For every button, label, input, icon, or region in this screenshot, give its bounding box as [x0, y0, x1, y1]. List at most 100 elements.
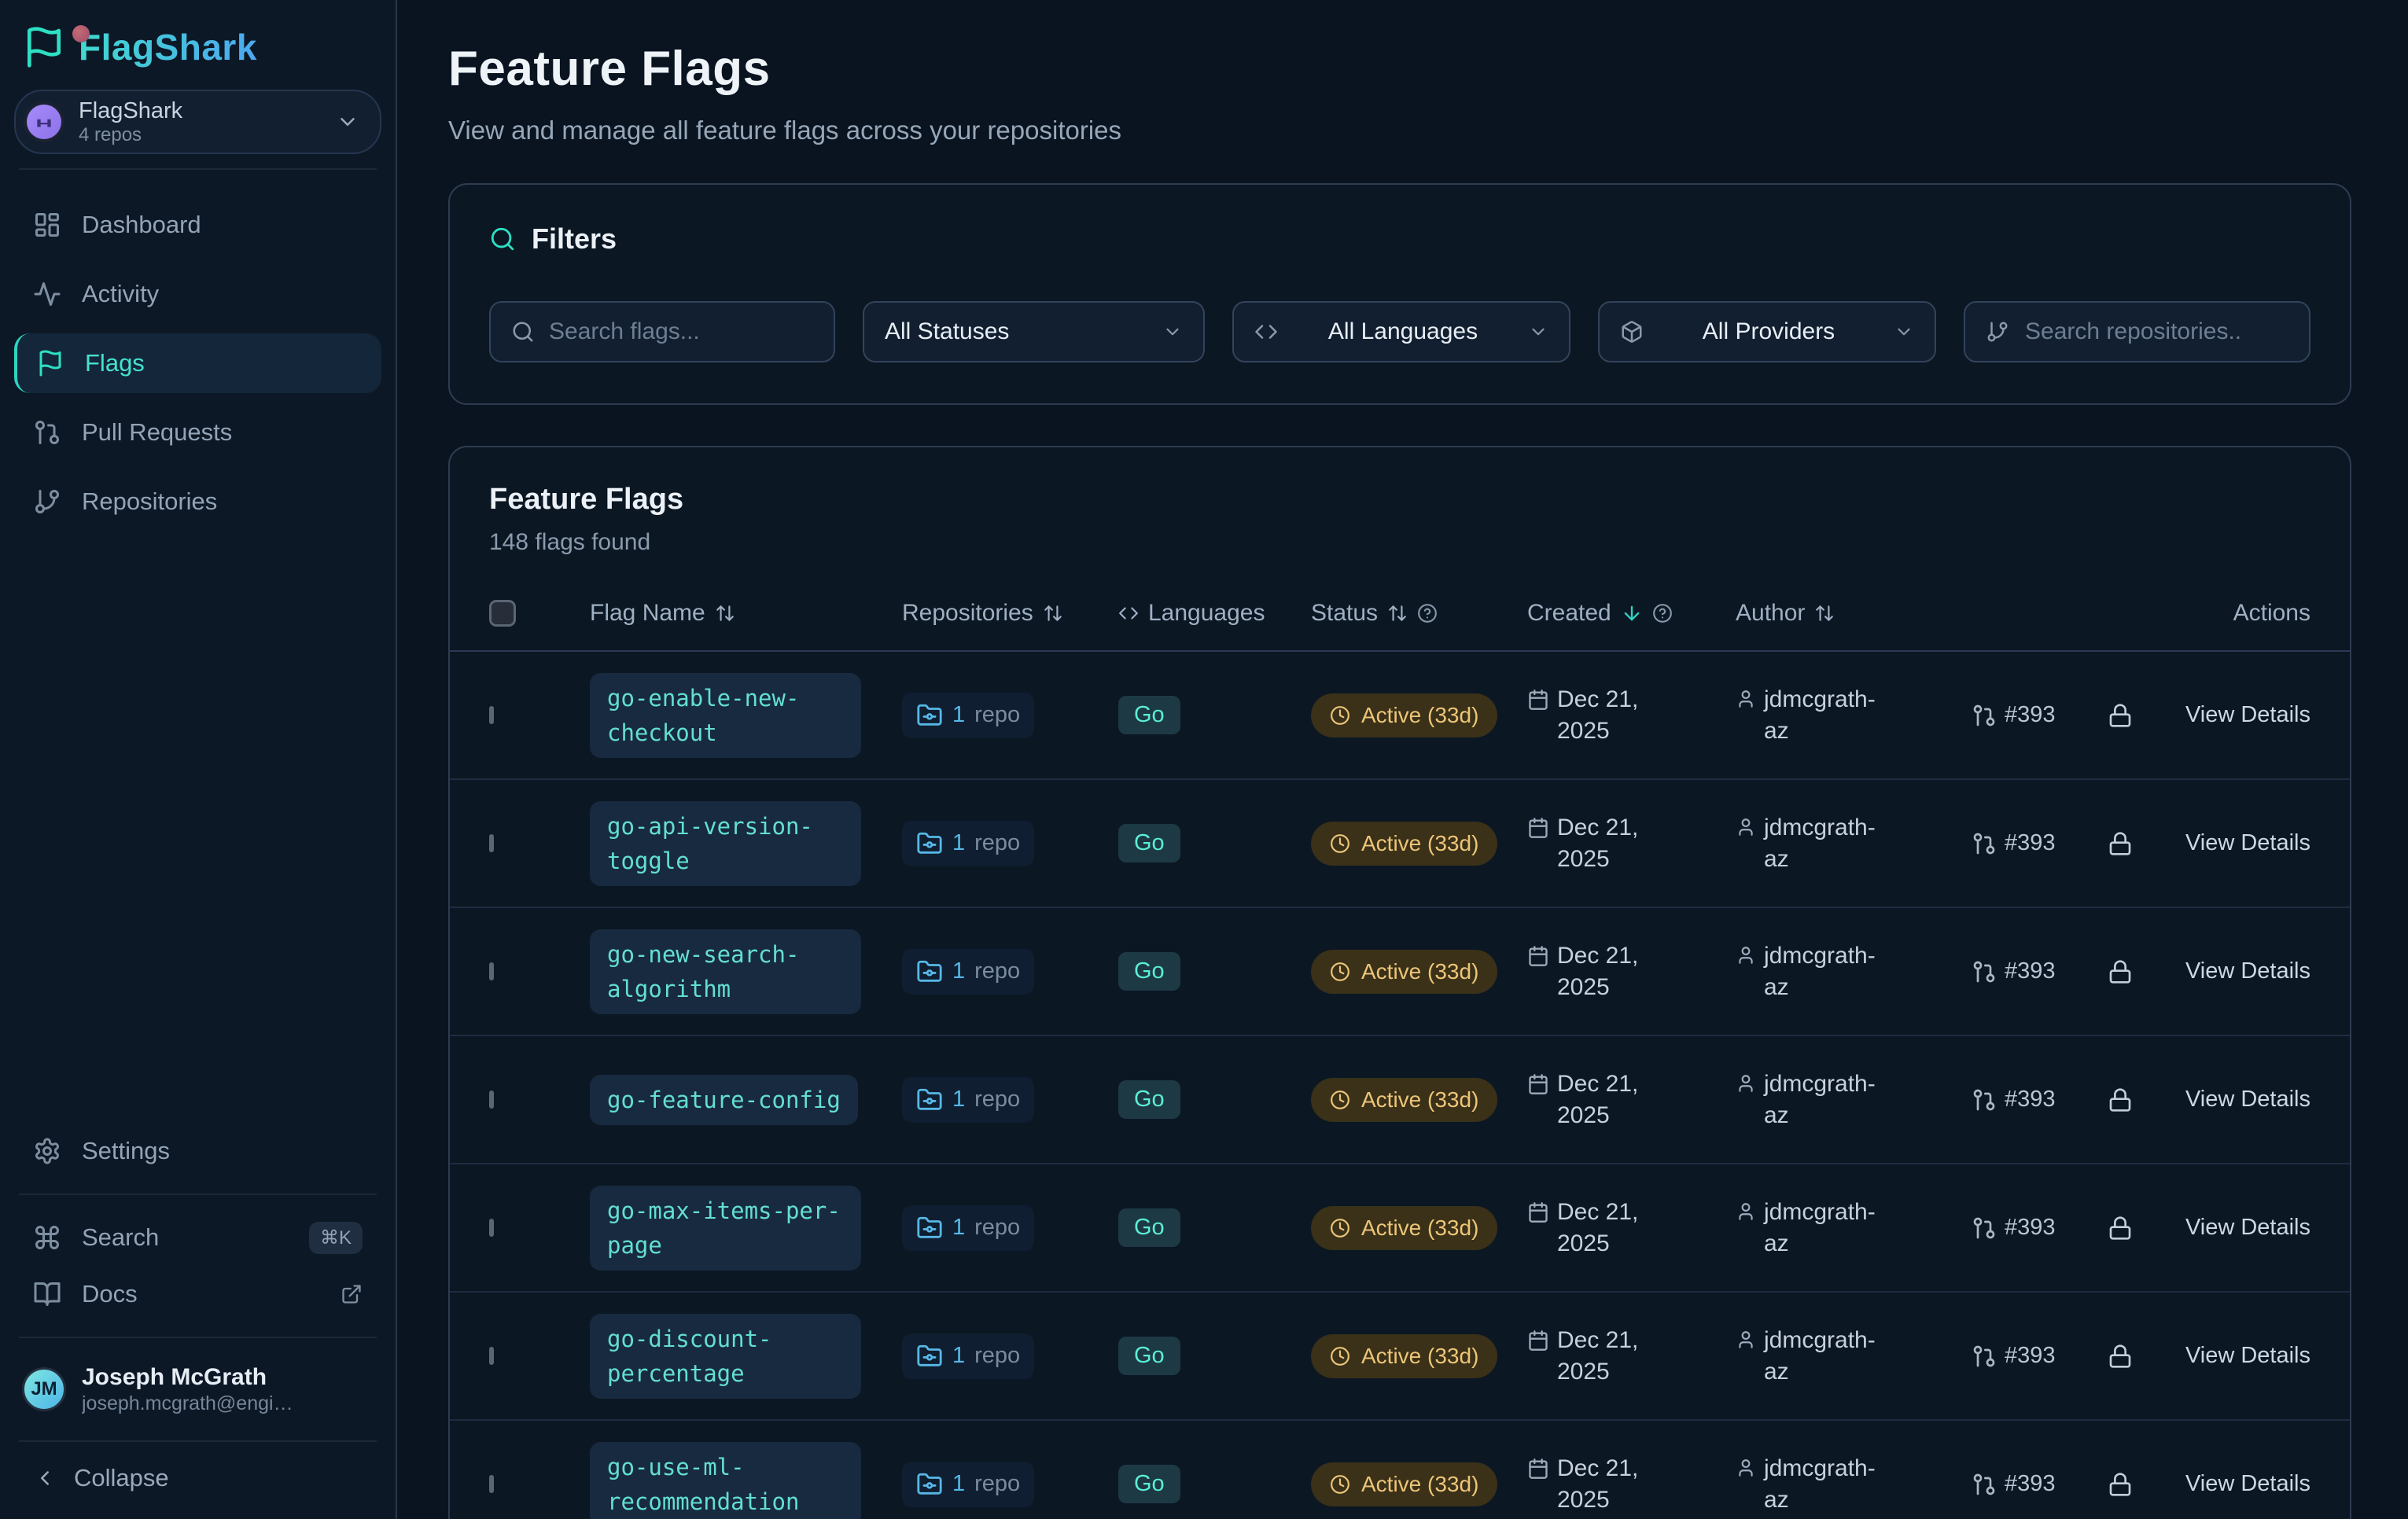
language-badge[interactable]: Go: [1118, 1208, 1180, 1247]
language-badge[interactable]: Go: [1118, 1080, 1180, 1119]
language-badge[interactable]: Go: [1118, 696, 1180, 734]
view-details-link[interactable]: View Details: [2185, 1087, 2310, 1112]
view-details-link[interactable]: View Details: [2185, 830, 2310, 855]
user-icon: [1736, 689, 1756, 709]
pr-link[interactable]: #393: [1972, 702, 2056, 728]
language-badge[interactable]: Go: [1118, 1465, 1180, 1503]
workspace-selector[interactable]: FlagShark 4 repos: [14, 90, 381, 154]
clock-icon: [1330, 705, 1350, 726]
status-badge[interactable]: Active (33d): [1311, 1333, 1498, 1378]
repo-count-chip[interactable]: 1 repo: [902, 692, 1035, 738]
select-all-checkbox[interactable]: [489, 600, 516, 627]
pr-link[interactable]: #393: [1972, 1471, 2056, 1497]
lock-icon[interactable]: [2108, 831, 2133, 856]
sidebar-item-activity[interactable]: Activity: [14, 264, 381, 324]
language-badge[interactable]: Go: [1118, 952, 1180, 991]
row-checkbox[interactable]: [489, 1218, 494, 1237]
flag-name-chip[interactable]: go-enable-new-checkout: [590, 672, 861, 758]
git-pull-request-icon: [1972, 831, 1997, 856]
flag-name-chip[interactable]: go-use-ml-recommendation: [590, 1441, 861, 1519]
row-checkbox[interactable]: [489, 833, 494, 852]
flag-name-chip[interactable]: go-max-items-per-page: [590, 1185, 861, 1271]
author-cell: jdmcgrath-az: [1736, 1068, 1972, 1131]
table-row: go-new-search-algorithm 1 repo Go Active…: [450, 908, 2350, 1036]
author-name: jdmcgrath-az: [1764, 814, 1876, 872]
sidebar-item-flags[interactable]: Flags: [14, 333, 381, 393]
pr-link[interactable]: #393: [1972, 830, 2056, 856]
repository-search-input[interactable]: [2025, 318, 2288, 345]
flag-search-input[interactable]: [549, 318, 813, 345]
flag-name-chip[interactable]: go-api-version-toggle: [590, 800, 861, 886]
status-filter-select[interactable]: All Statuses: [863, 301, 1205, 362]
sidebar-item-repositories[interactable]: Repositories: [14, 472, 381, 531]
lock-icon[interactable]: [2108, 1344, 2133, 1369]
status-badge[interactable]: Active (33d): [1311, 1077, 1498, 1122]
view-details-link[interactable]: View Details: [2185, 958, 2310, 984]
sidebar-item-pull-requests[interactable]: Pull Requests: [14, 403, 381, 462]
row-checkbox[interactable]: [489, 1346, 494, 1365]
column-header-languages[interactable]: Languages: [1118, 600, 1311, 627]
actions-cell: #393 View Details: [1972, 702, 2310, 728]
repo-count-chip[interactable]: 1 repo: [902, 1461, 1035, 1507]
sidebar-item-settings[interactable]: Settings: [14, 1123, 381, 1179]
lock-icon[interactable]: [2108, 703, 2133, 728]
status-text: Active (33d): [1361, 958, 1479, 984]
gear-icon: [33, 1137, 61, 1165]
git-pull-request-icon: [1972, 1472, 1997, 1497]
repo-count-chip[interactable]: 1 repo: [902, 1205, 1035, 1251]
pr-link[interactable]: #393: [1972, 1087, 2056, 1113]
sidebar-item-dashboard[interactable]: Dashboard: [14, 195, 381, 255]
row-checkbox[interactable]: [489, 705, 494, 724]
language-badge[interactable]: Go: [1118, 1337, 1180, 1375]
status-badge[interactable]: Active (33d): [1311, 693, 1498, 737]
clock-icon: [1330, 1090, 1350, 1110]
flag-search-field[interactable]: [489, 301, 835, 362]
language-filter-select[interactable]: All Languages: [1232, 301, 1570, 362]
column-header-flag-name[interactable]: Flag Name: [590, 600, 902, 627]
view-details-link[interactable]: View Details: [2185, 1215, 2310, 1240]
flag-name-chip[interactable]: go-feature-config: [590, 1074, 858, 1125]
column-header-created[interactable]: Created: [1527, 600, 1736, 627]
view-details-link[interactable]: View Details: [2185, 1471, 2310, 1496]
lock-icon[interactable]: [2108, 1216, 2133, 1241]
lock-icon[interactable]: [2108, 959, 2133, 984]
user-profile[interactable]: JM Joseph McGrath joseph.mcgrath@engi…: [14, 1352, 381, 1426]
pr-link[interactable]: #393: [1972, 1343, 2056, 1369]
pr-link[interactable]: #393: [1972, 1215, 2056, 1241]
sidebar-item-docs[interactable]: Docs: [14, 1266, 381, 1322]
git-pull-request-icon: [1972, 1344, 1997, 1369]
repo-count-chip[interactable]: 1 repo: [902, 820, 1035, 866]
repository-search-field[interactable]: [1964, 301, 2310, 362]
column-header-status[interactable]: Status: [1311, 600, 1527, 627]
repo-count-chip[interactable]: 1 repo: [902, 1076, 1035, 1123]
row-checkbox[interactable]: [489, 1474, 494, 1493]
status-badge[interactable]: Active (33d): [1311, 821, 1498, 866]
status-badge[interactable]: Active (33d): [1311, 1462, 1498, 1506]
lock-icon[interactable]: [2108, 1472, 2133, 1497]
created-date: Dec 21, 2025: [1557, 814, 1639, 872]
lock-icon[interactable]: [2108, 1087, 2133, 1113]
sidebar-item-search[interactable]: Search ⌘K: [14, 1209, 381, 1266]
status-badge[interactable]: Active (33d): [1311, 1205, 1498, 1250]
table-row: go-enable-new-checkout 1 repo Go Active …: [450, 652, 2350, 780]
status-badge[interactable]: Active (33d): [1311, 949, 1498, 994]
page-title: Feature Flags: [448, 42, 771, 96]
flag-name-chip[interactable]: go-discount-percentage: [590, 1313, 861, 1399]
row-checkbox[interactable]: [489, 962, 494, 980]
settings-label: Settings: [82, 1137, 171, 1164]
language-badge[interactable]: Go: [1118, 824, 1180, 862]
view-details-link[interactable]: View Details: [2185, 702, 2310, 727]
provider-filter-select[interactable]: All Providers: [1598, 301, 1936, 362]
column-header-author[interactable]: Author: [1736, 600, 1972, 627]
repo-unit: repo: [974, 958, 1021, 984]
provider-filter-value: All Providers: [1702, 318, 1835, 344]
pr-link[interactable]: #393: [1972, 958, 2056, 984]
repo-count-chip[interactable]: 1 repo: [902, 1333, 1035, 1379]
repo-count-chip[interactable]: 1 repo: [902, 948, 1035, 995]
view-details-link[interactable]: View Details: [2185, 1343, 2310, 1368]
author-name: jdmcgrath-az: [1764, 942, 1876, 1000]
collapse-button[interactable]: Collapse: [14, 1456, 381, 1500]
row-checkbox[interactable]: [489, 1090, 494, 1109]
column-header-repositories[interactable]: Repositories: [902, 600, 1118, 627]
flag-name-chip[interactable]: go-new-search-algorithm: [590, 929, 861, 1014]
